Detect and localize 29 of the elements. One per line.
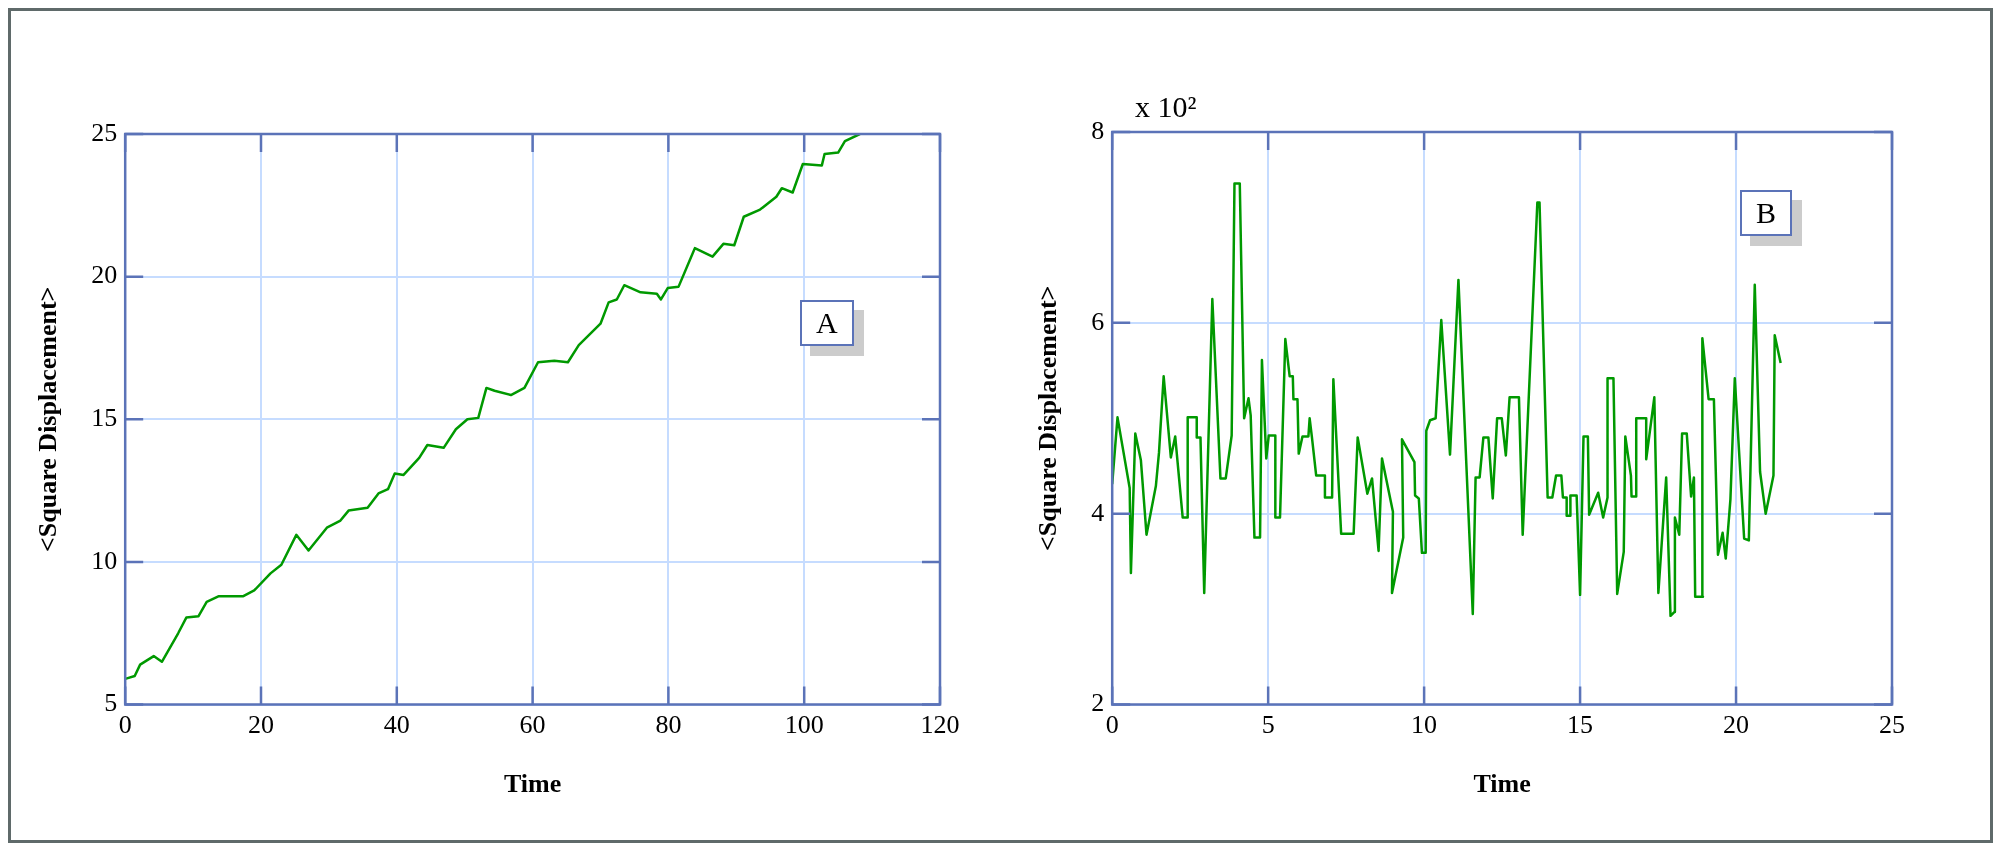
x-tick-label: 100 xyxy=(784,710,824,740)
x-tick-label: 25 xyxy=(1879,710,1905,740)
annotation: A xyxy=(800,300,854,346)
x-tick-label: 0 xyxy=(1105,710,1119,740)
y-tick-label: 2 xyxy=(1091,688,1105,718)
x-tick-label: 20 xyxy=(248,710,274,740)
y-tick-label: 25 xyxy=(91,117,118,147)
x-tick-label: 10 xyxy=(1411,710,1438,740)
x-axis-title: Time xyxy=(1473,769,1531,799)
y-tick-label: 4 xyxy=(1091,497,1105,527)
x-tick-label: 40 xyxy=(383,710,410,740)
text: x 10² xyxy=(1135,90,1197,124)
y-axis-title: <Square Displacement> xyxy=(1033,285,1063,551)
y-tick-label: 10 xyxy=(91,545,118,575)
y-axis-title: <Square Displacement> xyxy=(33,286,63,552)
x-tick-label: 80 xyxy=(655,710,682,740)
y-tick-label: 5 xyxy=(104,688,118,718)
x-axis-title: Time xyxy=(503,769,562,799)
x-tick-label: 60 xyxy=(519,710,546,740)
x-tick-label: 120 xyxy=(920,710,960,740)
x-tick-label: 0 xyxy=(118,710,132,740)
y-tick-label: 6 xyxy=(1091,306,1105,336)
x-tick-label: 15 xyxy=(1567,710,1594,740)
y-tick-label: 15 xyxy=(91,403,118,433)
x-tick-label: 5 xyxy=(1261,710,1275,740)
annotation: B xyxy=(1740,190,1793,236)
x-tick-label: 20 xyxy=(1723,710,1750,740)
y-tick-label: 8 xyxy=(1091,115,1105,145)
y-tick-label: 20 xyxy=(91,260,118,290)
